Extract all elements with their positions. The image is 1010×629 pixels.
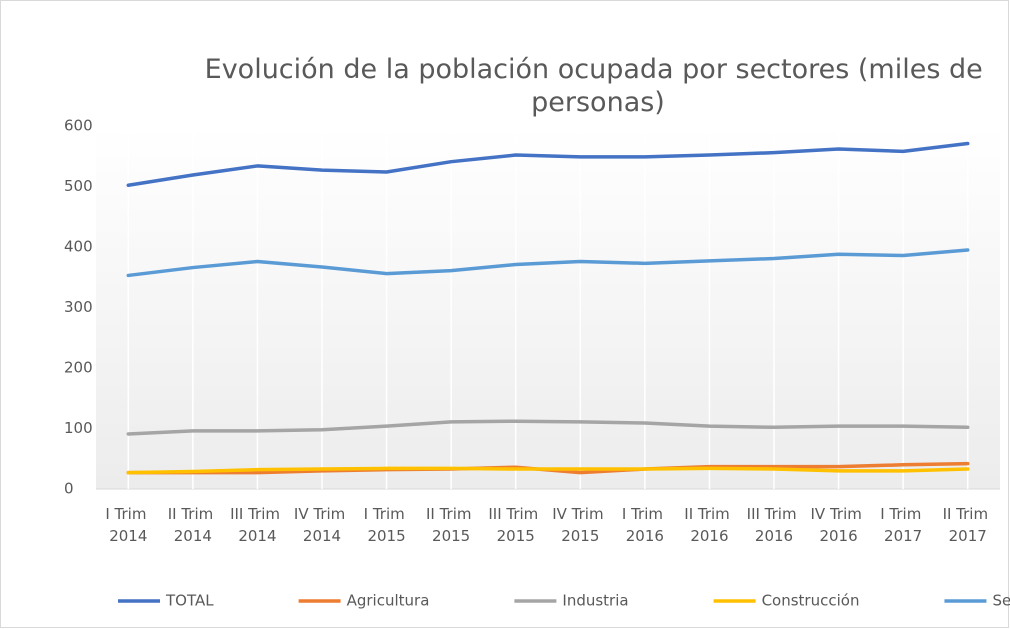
- y-tick-label: 400: [64, 238, 93, 256]
- y-tick-label: 600: [64, 117, 93, 135]
- x-tick-label: IV Trim 2015: [552, 505, 608, 545]
- x-tick-label: III Trim 2014: [230, 505, 285, 545]
- y-tick-label: 500: [64, 177, 93, 195]
- x-tick-label: III Trim 2016: [747, 505, 802, 545]
- legend-label: Industria: [562, 592, 628, 610]
- x-tick-label: II Trim 2014: [168, 505, 218, 545]
- y-tick-label: 0: [64, 480, 74, 498]
- x-tick-label: III Trim 2015: [488, 505, 543, 545]
- legend-label: TOTAL: [165, 592, 214, 610]
- y-tick-label: 300: [64, 298, 93, 316]
- x-tick-label: II Trim 2016: [684, 505, 734, 545]
- x-tick-label: II Trim 2017: [943, 505, 993, 545]
- x-tick-label: II Trim 2015: [426, 505, 476, 545]
- x-tick-label: I Trim 2014: [105, 505, 151, 545]
- x-tick-label: IV Trim 2016: [811, 505, 867, 545]
- x-tick-label: IV Trim 2014: [294, 505, 350, 545]
- legend-label: Servicios: [992, 592, 1010, 610]
- x-tick-label: I Trim 2015: [364, 505, 410, 545]
- series-line: [126, 419, 970, 436]
- y-tick-label: 100: [64, 419, 93, 437]
- series-line: [126, 248, 970, 278]
- y-tick-label: 200: [64, 359, 93, 377]
- x-tick-label: I Trim 2016: [622, 505, 668, 545]
- series-line: [126, 141, 970, 188]
- plot-area: [96, 126, 1000, 489]
- series-line: [126, 466, 970, 475]
- chart-title: Evolución de la población ocupada por se…: [205, 54, 992, 118]
- legend-label: Agricultura: [347, 592, 430, 610]
- legend-label: Construcción: [762, 592, 860, 610]
- x-tick-label: I Trim 2017: [880, 505, 926, 545]
